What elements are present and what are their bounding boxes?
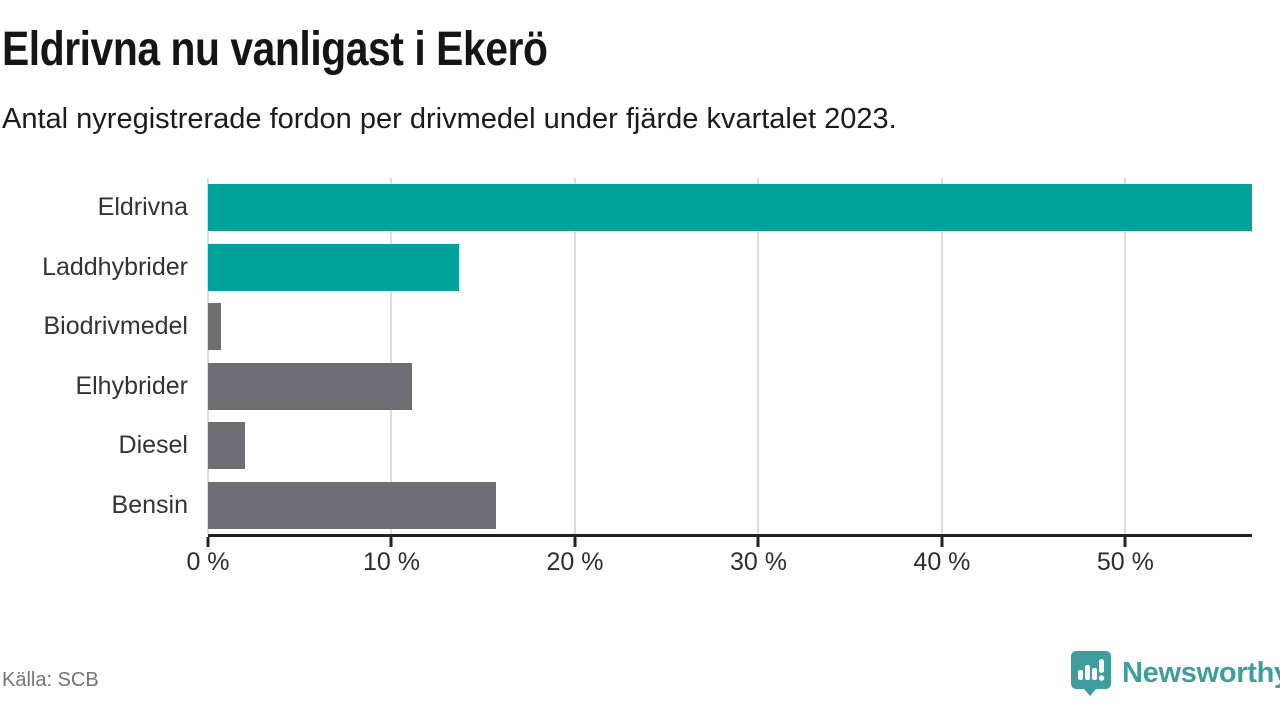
x-axis-tick-label: 0 %: [186, 548, 230, 576]
source-note: Källa: SCB: [2, 669, 99, 691]
x-axis-tick-label: 20 %: [546, 548, 604, 576]
gridline: [573, 178, 576, 535]
x-axis-tick: [940, 537, 944, 547]
x-axis-tick: [206, 537, 210, 547]
speech-bubble-bar-chart-icon: [1071, 651, 1111, 696]
gridline: [757, 178, 760, 535]
category-label: Eldrivna: [97, 193, 188, 222]
bar-laddhybrider: [208, 243, 460, 291]
x-axis-tick-label: 10 %: [362, 548, 420, 576]
category-label: Bensin: [111, 490, 188, 519]
bar-eldrivna: [208, 184, 1252, 232]
category-label: Laddhybrider: [42, 252, 188, 281]
bar-diesel: [208, 422, 245, 470]
x-axis-tick: [389, 537, 393, 547]
y-axis-labels: Eldrivna Laddhybrider Biodrivmedel Elhybrid…: [0, 178, 188, 535]
plot-area: [207, 178, 1252, 535]
x-axis-tick-label: 50 %: [1096, 548, 1154, 576]
x-axis-tick: [1123, 537, 1127, 547]
bar-row: [208, 178, 1252, 238]
bar-bensin: [208, 481, 497, 529]
gridline: [1124, 178, 1127, 535]
x-axis-tick: [756, 537, 760, 547]
bar-elhybrider: [208, 362, 412, 410]
bar-row: [208, 476, 1252, 536]
category-label: Diesel: [118, 431, 188, 460]
x-axis-tick: [573, 537, 577, 547]
page-subtitle: Antal nyregistrerade fordon per drivmede…: [2, 103, 897, 135]
category-label: Elhybrider: [75, 371, 188, 400]
bars-layer: [208, 178, 1252, 535]
page-title: Eldrivna nu vanligast i Ekerö: [2, 23, 548, 76]
x-axis-tick-label: 30 %: [729, 548, 787, 576]
bar-row: [208, 238, 1252, 298]
bar-row: [208, 416, 1252, 476]
logo-text: Newsworthy: [1122, 656, 1280, 689]
bar-biodrivmedel: [208, 303, 221, 351]
bar-row: [208, 357, 1252, 417]
gridline: [940, 178, 943, 535]
gridline: [207, 178, 209, 535]
x-axis-tick-label: 40 %: [913, 548, 971, 576]
category-label: Biodrivmedel: [43, 312, 188, 341]
x-axis-line: [208, 534, 1252, 537]
newsworthy-logo: Newsworthy: [1070, 650, 1280, 696]
gridline: [390, 178, 393, 535]
bar-row: [208, 297, 1252, 357]
